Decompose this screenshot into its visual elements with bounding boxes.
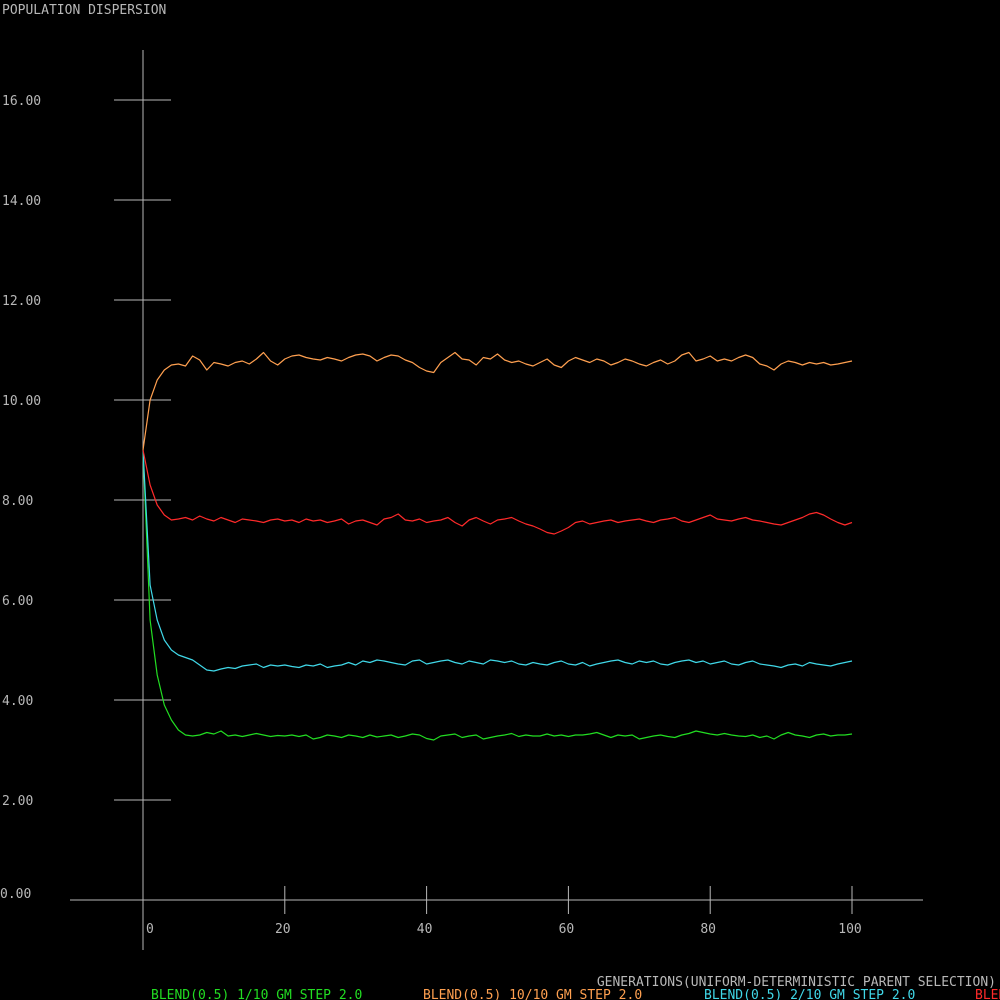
legend-entry: BLEND bbox=[975, 988, 1000, 1000]
y-tick-label: 12.00 bbox=[2, 294, 41, 309]
x-tick-label: 60 bbox=[559, 922, 575, 937]
y-tick-label: 0.00 bbox=[0, 887, 31, 902]
y-tick-label: 8.00 bbox=[2, 494, 33, 509]
y-tick-label: 14.00 bbox=[2, 194, 41, 209]
y-tick-label: 4.00 bbox=[2, 694, 33, 709]
x-axis-label: GENERATIONS(UNIFORM-DETERMINISTIC PARENT… bbox=[597, 975, 996, 990]
series-line-3 bbox=[142, 449, 853, 672]
legend-entry: BLEND(0.5) 1/10 GM STEP 2.0 bbox=[151, 988, 362, 1000]
legend-entry: BLEND(0.5) 10/10 GM STEP 2.0 bbox=[423, 988, 642, 1000]
x-tick-label: 100 bbox=[838, 922, 861, 937]
legend-entry: BLEND(0.5) 2/10 GM STEP 2.0 bbox=[704, 988, 915, 1000]
series-lines bbox=[142, 351, 853, 741]
y-tick-label: 16.00 bbox=[2, 94, 41, 109]
y-axis: 0.00 2.00 4.00 6.00 8.00 10.00 12.00 14.00 16.00 bbox=[0, 50, 171, 950]
series-line-4 bbox=[142, 449, 853, 535]
series-line-2 bbox=[142, 351, 853, 451]
legend: BLEND(0.5) 1/10 GM STEP 2.0 BLEND(0.5) 10… bbox=[151, 988, 1000, 1000]
chart-title: POPULATION DISPERSION bbox=[2, 3, 166, 18]
x-tick-label: 40 bbox=[417, 922, 433, 937]
y-tick-label: 10.00 bbox=[2, 394, 41, 409]
x-axis: 0 20 40 60 80 100 bbox=[70, 886, 923, 937]
x-tick-label: 0 bbox=[146, 922, 154, 937]
y-tick-label: 6.00 bbox=[2, 594, 33, 609]
x-tick-label: 20 bbox=[275, 922, 291, 937]
x-tick-label: 80 bbox=[700, 922, 716, 937]
series-line-1 bbox=[142, 449, 853, 741]
y-tick-label: 2.00 bbox=[2, 794, 33, 809]
